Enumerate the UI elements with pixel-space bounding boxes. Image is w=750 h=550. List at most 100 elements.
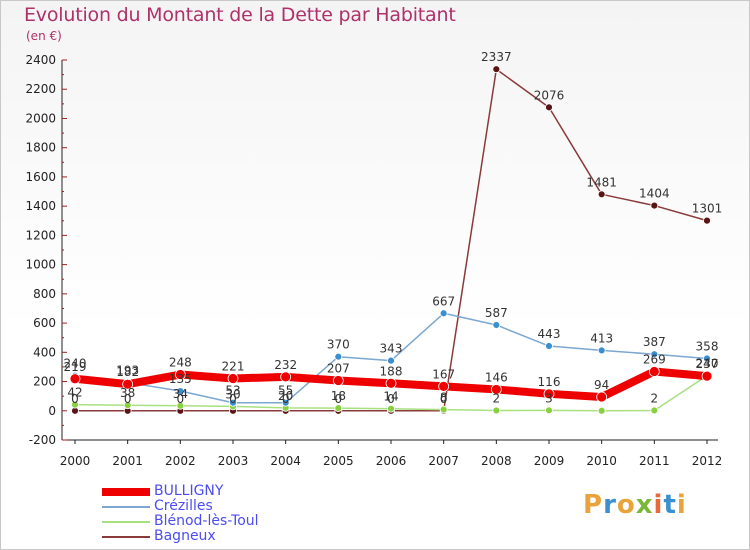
data-label: 188 <box>380 364 403 378</box>
x-tick-label: 2000 <box>60 454 91 468</box>
data-label: 0 <box>229 392 237 406</box>
y-tick-label: 2400 <box>25 53 56 67</box>
data-point <box>439 309 448 318</box>
legend-label: Crézilles <box>154 498 213 514</box>
data-label: 248 <box>169 356 192 370</box>
data-point <box>492 406 501 415</box>
data-label: 0 <box>71 392 79 406</box>
data-label: 3 <box>545 391 553 405</box>
y-tick-label: 2000 <box>25 111 56 125</box>
data-point <box>176 401 185 410</box>
data-label: 2337 <box>481 50 512 64</box>
legend-swatch <box>102 488 150 496</box>
x-tick-label: 2001 <box>112 454 143 468</box>
x-tick-label: 2005 <box>323 454 354 468</box>
data-label: 221 <box>222 359 245 373</box>
data-point <box>650 350 659 359</box>
data-label: 667 <box>432 294 455 308</box>
data-point <box>543 388 555 400</box>
data-point <box>176 387 185 395</box>
data-point <box>334 352 343 361</box>
data-label: 269 <box>643 352 666 366</box>
data-label: 34 <box>173 387 188 401</box>
chart-subtitle: (en €) <box>26 29 62 43</box>
data-label: 2 <box>493 391 501 405</box>
data-point <box>545 342 553 350</box>
proxiti-logo: Proxiti <box>583 490 687 520</box>
data-point <box>650 201 659 210</box>
legend-swatch <box>102 506 150 508</box>
legend-label: BULLIGNY <box>154 483 224 499</box>
data-label: 0 <box>440 392 448 406</box>
data-point <box>545 406 553 415</box>
data-point <box>703 216 711 225</box>
data-label: 232 <box>274 358 297 372</box>
data-label: 2076 <box>534 88 565 102</box>
data-label: 0 <box>387 392 395 406</box>
data-label: 358 <box>696 339 719 353</box>
y-tick-label: 1200 <box>25 228 56 242</box>
data-label: 240 <box>696 357 719 371</box>
x-tick-label: 2004 <box>270 454 301 468</box>
data-point <box>596 391 608 403</box>
x-tick-label: 2012 <box>692 454 723 468</box>
data-point <box>71 400 79 409</box>
data-point <box>648 366 660 377</box>
data-point <box>597 406 606 415</box>
y-tick-label: 1600 <box>25 170 56 184</box>
data-point <box>227 373 239 384</box>
data-label: 0 <box>282 392 290 406</box>
data-label: 343 <box>380 342 403 356</box>
logo-letter: t <box>663 490 677 520</box>
data-point <box>701 370 713 382</box>
y-tick-label: 800 <box>33 287 56 301</box>
data-point <box>122 378 134 390</box>
y-tick-label: 1000 <box>25 258 56 272</box>
y-tick-label: -200 <box>29 433 56 447</box>
data-point <box>492 321 501 329</box>
data-point <box>280 371 292 383</box>
data-point <box>281 398 290 407</box>
data-label: 18 <box>331 389 346 403</box>
data-point <box>703 354 711 363</box>
data-label: 370 <box>327 338 350 352</box>
data-label: 20 <box>278 389 293 403</box>
data-point <box>123 401 132 410</box>
data-point <box>387 404 395 413</box>
legend-label: Blénod-lès-Toul <box>154 513 259 529</box>
data-point <box>174 369 186 380</box>
data-point <box>229 398 237 407</box>
data-point <box>69 373 81 385</box>
x-tick-label: 2008 <box>481 454 512 468</box>
data-label: 1301 <box>692 202 723 216</box>
data-point <box>439 405 448 414</box>
data-label: 53 <box>225 384 240 398</box>
y-tick-label: 1400 <box>25 199 56 213</box>
y-tick-label: 0 <box>48 404 56 418</box>
data-point <box>597 346 606 355</box>
legend-swatch <box>102 521 150 523</box>
logo-letter: P <box>583 490 604 520</box>
x-tick-label: 2003 <box>218 454 249 468</box>
y-tick-label: 200 <box>33 375 56 389</box>
data-label: 167 <box>432 367 455 381</box>
data-label: 193 <box>116 364 139 378</box>
data-label: 2 <box>651 391 659 405</box>
x-tick-label: 2006 <box>376 454 407 468</box>
data-label: 237 <box>696 357 719 371</box>
data-label: 219 <box>64 360 87 374</box>
data-label: 135 <box>169 372 192 386</box>
data-point <box>334 404 343 413</box>
data-label: 8 <box>440 391 448 405</box>
data-label: 587 <box>485 306 508 320</box>
y-tick-label: 400 <box>33 345 56 359</box>
data-point <box>387 356 395 365</box>
chart-title: Evolution du Montant de la Dette par Hab… <box>24 4 456 26</box>
legend-label: Bagneux <box>154 528 216 544</box>
data-label: 207 <box>327 362 350 376</box>
logo-letter: o <box>616 490 636 520</box>
data-label: 1404 <box>639 187 670 201</box>
x-tick-label: 2007 <box>428 454 459 468</box>
